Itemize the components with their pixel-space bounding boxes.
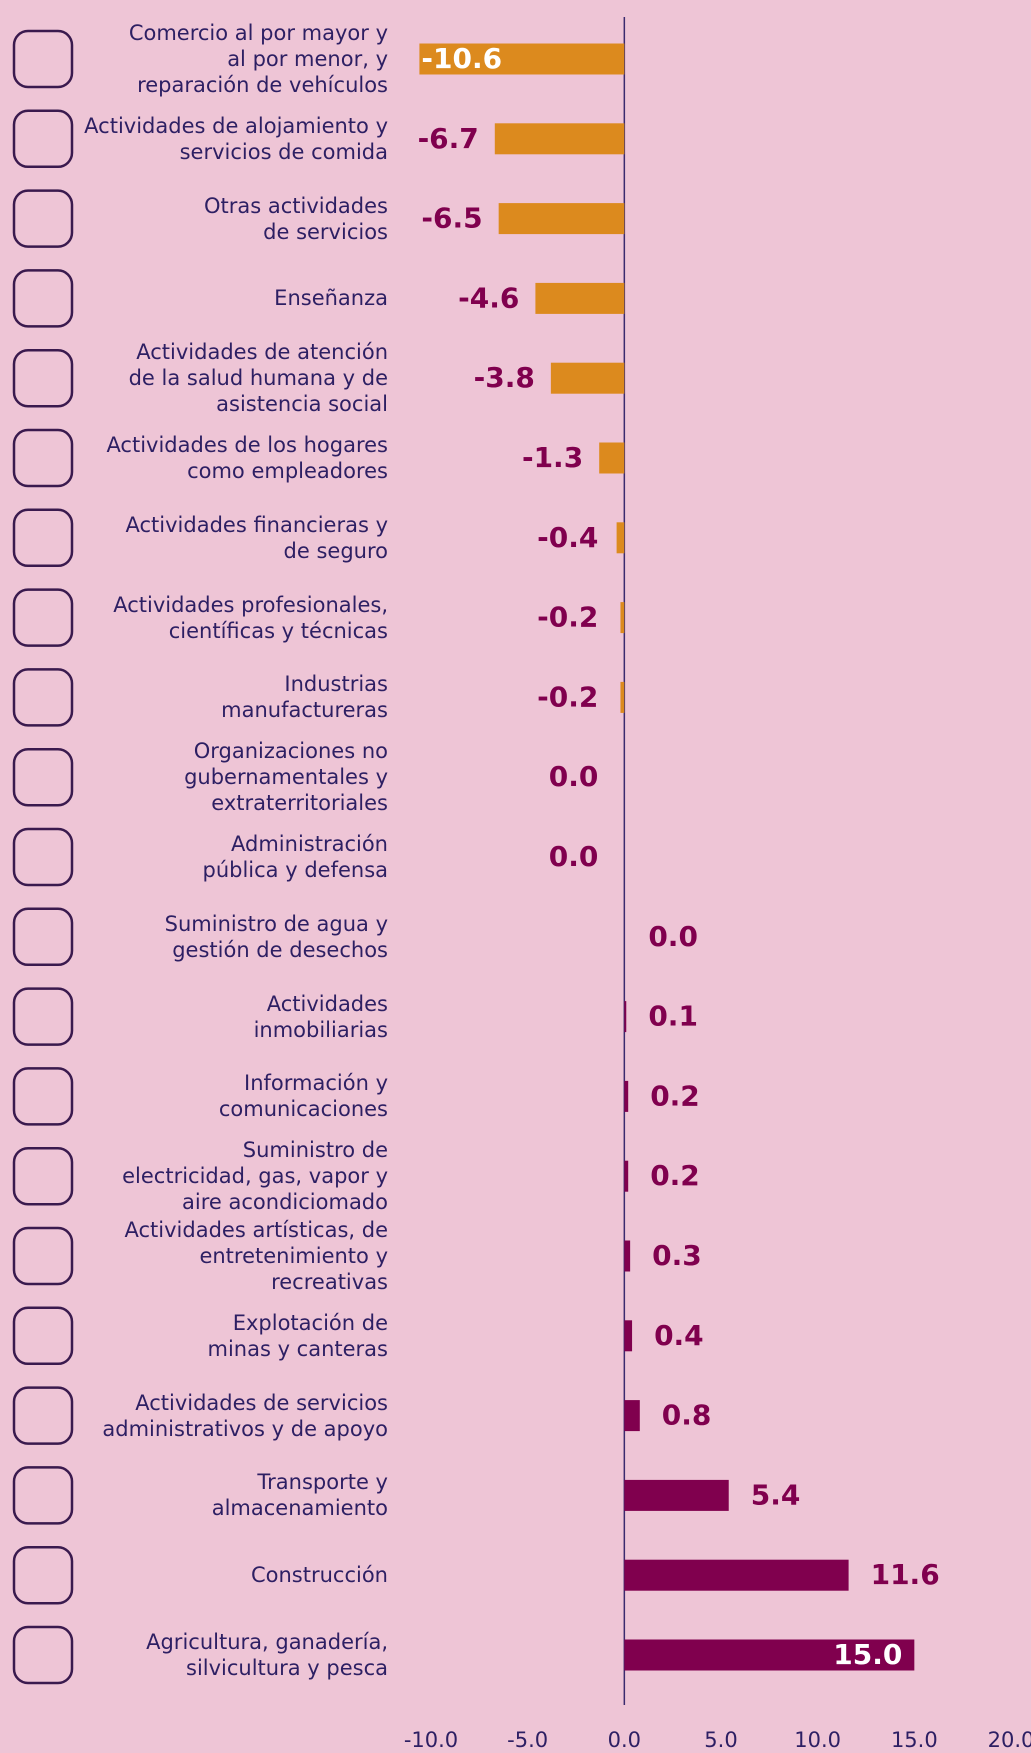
icon: [12, 508, 74, 568]
category-label: Agricultura, ganadería, silvicultura y p…: [146, 1630, 388, 1680]
value-label: -10.6: [421, 42, 502, 75]
value-label: 0.4: [654, 1319, 704, 1352]
category-label: Otras actividades de servicios: [203, 193, 388, 244]
category-label: Actividades profesionales, científicas y…: [113, 592, 388, 643]
icon: [12, 747, 74, 807]
value-label: -1.3: [522, 441, 583, 474]
category-label: Suministro de electricidad, gas, vapor y…: [122, 1138, 388, 1215]
icon: [12, 1466, 74, 1525]
x-tick-label: -10.0: [404, 1728, 458, 1752]
value-label: 0.2: [650, 1079, 700, 1112]
icon: [12, 269, 74, 328]
icon: [12, 907, 74, 967]
value-label: -0.2: [537, 680, 598, 713]
icon: [12, 1386, 74, 1445]
value-label: 0.0: [648, 920, 698, 953]
icon: [12, 428, 74, 488]
category-label: Suministro de agua y gestión de desechos: [164, 911, 388, 962]
bar: [419, 43, 625, 75]
value-label: -6.7: [418, 122, 479, 155]
icon: [12, 1625, 74, 1685]
value-label: 0.0: [549, 760, 599, 793]
value-label: 0.8: [662, 1399, 712, 1432]
value-label: 5.4: [751, 1478, 801, 1511]
bar: [624, 1160, 629, 1192]
category-label: Organizaciones no gubernamentales y extr…: [184, 739, 388, 816]
category-label: Transporte y almacenamiento: [211, 1470, 388, 1521]
icon: [12, 1306, 74, 1366]
bar: [494, 123, 625, 155]
icon: [12, 348, 74, 408]
x-tick-label: 15.0: [891, 1728, 938, 1752]
value-label: 0.1: [648, 1000, 698, 1033]
bar: [620, 681, 625, 713]
value-label: 15.0: [833, 1638, 902, 1671]
icon: [12, 1146, 74, 1206]
bar: [620, 602, 625, 634]
x-tick-label: 10.0: [794, 1728, 841, 1752]
category-label: Explotación de minas y canteras: [207, 1310, 388, 1361]
category-label: Construcción: [250, 1563, 388, 1588]
icon: [12, 987, 74, 1046]
bar: [599, 442, 625, 474]
bar: [498, 203, 625, 235]
icon: [12, 668, 74, 727]
category-label: Actividades de los hogares como empleado…: [106, 433, 388, 483]
icon: [12, 189, 74, 248]
x-tick-label: 5.0: [704, 1728, 737, 1752]
x-tick-label: 20.0: [988, 1728, 1031, 1752]
x-tick-label: -5.0: [507, 1728, 548, 1752]
bar: [624, 1080, 629, 1112]
bar: [624, 1479, 729, 1511]
icon: [12, 588, 74, 647]
value-label: -4.6: [458, 281, 519, 314]
bar: [624, 1559, 849, 1591]
category-label: Comercio al por mayor y al por menor, y …: [128, 21, 388, 97]
bar: [624, 1001, 627, 1033]
x-tick-label: 0.0: [608, 1728, 641, 1752]
icon: [12, 1545, 74, 1605]
category-label: Información y comunicaciones: [218, 1071, 388, 1122]
value-label: 0.2: [650, 1159, 700, 1192]
bar: [535, 282, 625, 314]
category-label: Actividades artísticas, de entretenimien…: [124, 1218, 388, 1294]
value-label: -0.2: [537, 601, 598, 634]
bar: [624, 1639, 915, 1671]
icon: [12, 1226, 74, 1286]
category-label: Industrias manufactureras: [221, 672, 388, 723]
category-label: Actividades de alojamiento y servicios d…: [84, 113, 388, 164]
value-label: 0.3: [652, 1239, 702, 1272]
category-label: Actividades de atención de la salud huma…: [128, 340, 388, 417]
value-label: -6.5: [421, 202, 482, 235]
icon: [12, 29, 74, 89]
category-label: Actividades financieras y de seguro: [125, 512, 389, 563]
bar: [624, 1400, 640, 1432]
category-label: Actividades inmobiliarias: [253, 991, 388, 1042]
icon: [12, 1067, 74, 1126]
icon: [12, 827, 74, 887]
bar: [624, 1240, 631, 1272]
value-label: 11.6: [871, 1558, 940, 1591]
bar: [624, 1320, 633, 1352]
bar: [616, 522, 625, 554]
category-label: Administración pública y defensa: [202, 832, 388, 882]
bar: [550, 362, 625, 394]
value-label: -0.4: [537, 521, 598, 554]
category-label: Enseñanza: [274, 286, 388, 311]
value-label: 0.0: [549, 840, 599, 873]
value-label: -3.8: [474, 361, 535, 394]
category-label: Actividades de servicios administrativos…: [102, 1390, 388, 1441]
icon: [12, 109, 74, 169]
